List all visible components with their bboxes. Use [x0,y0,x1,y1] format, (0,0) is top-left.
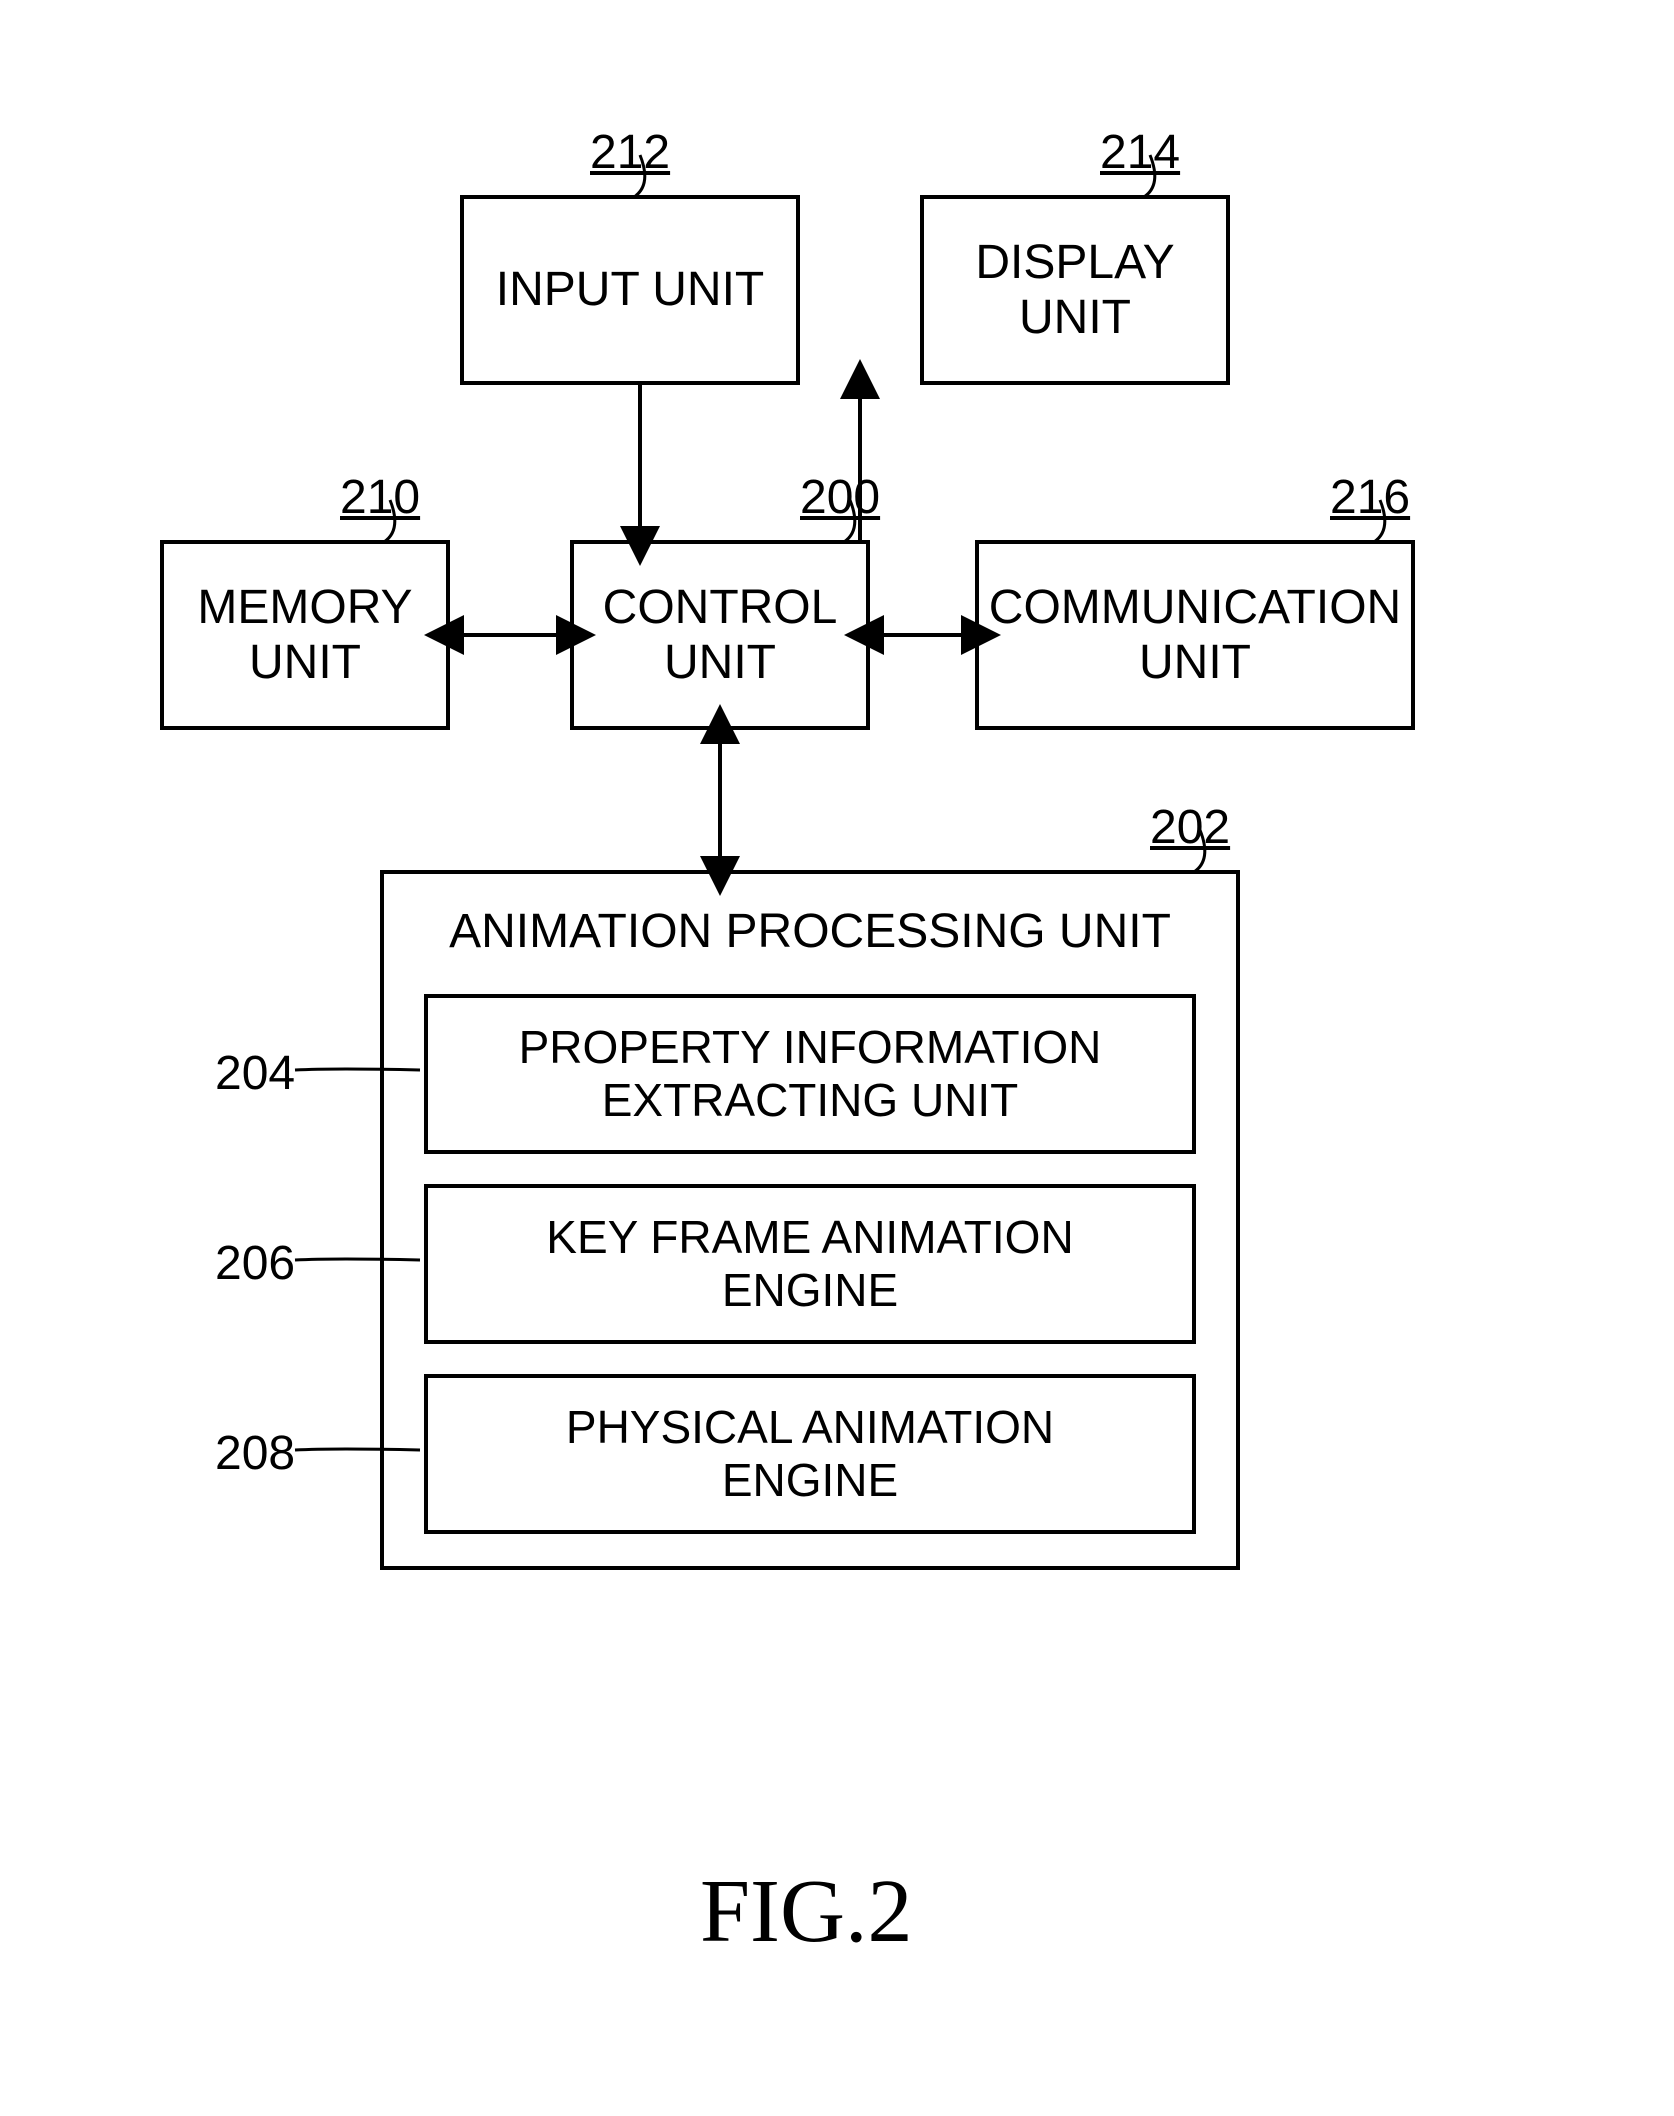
memory-ref: 210 [340,470,420,525]
apu-title: ANIMATION PROCESSING UNIT [384,904,1236,959]
control-box: CONTROLUNIT [570,540,870,730]
input-box: INPUT UNIT [460,195,800,385]
input-ref: 212 [590,125,670,180]
physical_engine-ref: 208 [215,1426,295,1481]
key_frame_engine-ref: 206 [215,1236,295,1291]
memory-box: MEMORYUNIT [160,540,450,730]
display-box: DISPLAYUNIT [920,195,1230,385]
display-ref: 214 [1100,125,1180,180]
animation-processing-unit-box: ANIMATION PROCESSING UNIT PROPERTY INFORM… [380,870,1240,1570]
property_extract-ref: 204 [215,1046,295,1101]
communication-box: COMMUNICATIONUNIT [975,540,1415,730]
control-ref: 200 [800,470,880,525]
property_extract-box: PROPERTY INFORMATIONEXTRACTING UNIT [424,994,1196,1154]
diagram-canvas: MEMORYUNIT 210 INPUT UNIT 212 CONTROLUNIT 200… [0,0,1674,2116]
figure-label: FIG.2 [700,1860,913,1963]
apu-ref: 202 [1150,800,1230,855]
physical_engine-box: PHYSICAL ANIMATIONENGINE [424,1374,1196,1534]
key_frame_engine-box: KEY FRAME ANIMATIONENGINE [424,1184,1196,1344]
communication-ref: 216 [1330,470,1410,525]
